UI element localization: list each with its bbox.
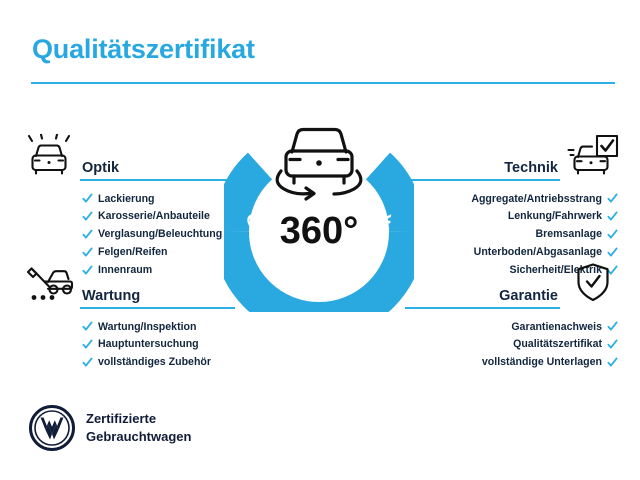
list-item-label: vollständiges Zubehör [98, 356, 212, 369]
vw-logo-icon [28, 404, 76, 452]
check-icon [82, 339, 93, 350]
list-item-label: Qualitätszertifikat [513, 338, 602, 351]
section-title-optik: Optik [82, 160, 120, 176]
checklist-wartung: Wartung/Inspektion Hauptuntersuchung vol… [20, 318, 235, 371]
list-item-label: Aggregate/Antriebsstrang [471, 192, 602, 205]
list-item: Karosserie/Anbauteile [82, 208, 235, 226]
list-item-label: Karosserie/Anbauteile [98, 210, 210, 223]
list-item-label: vollständige Unterlagen [481, 356, 602, 369]
car-rotate-icon [275, 127, 363, 201]
list-item-label: Innenraum [98, 263, 153, 276]
list-item: Bremsanlage [405, 226, 618, 244]
section-divider-optik [80, 179, 235, 181]
list-item-label: Garantienachweis [511, 320, 602, 333]
shield-check-icon [566, 262, 620, 304]
section-header-technik: Technik [405, 134, 620, 178]
list-item: Lenkung/Fahrwerk [405, 208, 618, 226]
badge-center-label: 360° [280, 210, 359, 252]
list-item: Verglasung/Beleuchtung [82, 226, 235, 244]
section-optik: Optik Lackierung Karosserie/Anbauteile [20, 134, 235, 279]
brand-line-1: Zertifizierte [86, 411, 157, 426]
car-shine-icon [22, 134, 76, 176]
section-divider-garantie [405, 307, 560, 309]
check-icon [82, 321, 93, 332]
list-item: Felgen/Reifen [82, 243, 235, 261]
check-icon [82, 229, 93, 240]
list-item: vollständige Unterlagen [405, 354, 618, 372]
brand-text: Zertifizierte Gebrauchtwagen [86, 410, 191, 447]
check-icon [82, 265, 93, 276]
brand-block: Zertifizierte Gebrauchtwagen [28, 404, 258, 456]
list-item-label: Sicherheit/Elektrik [509, 263, 602, 276]
section-header-wartung: Wartung [20, 262, 235, 306]
list-item: Unterboden/Abgasanlage [405, 243, 618, 261]
section-header-optik: Optik [20, 134, 235, 178]
checklist-optik: Lackierung Karosserie/Anbauteile Verglas… [20, 190, 235, 279]
check-icon [607, 265, 618, 276]
section-title-wartung: Wartung [82, 288, 141, 304]
check-icon [607, 193, 618, 204]
title-divider [31, 82, 615, 84]
list-item-label: Bremsanlage [535, 228, 602, 241]
check-icon [607, 247, 618, 258]
list-item: Lackierung [82, 190, 235, 208]
section-technik: Technik Aggregate/Antriebsstrang Lenkung… [405, 134, 620, 279]
check-icon [607, 211, 618, 222]
section-title-garantie: Garantie [499, 288, 558, 304]
list-item: Qualitätszertifikat [405, 336, 618, 354]
check-icon [607, 229, 618, 240]
brand-line-2: Gebrauchtwagen [86, 429, 192, 445]
checklist-garantie: Garantienachweis Qualitätszertifikat vol… [405, 318, 620, 371]
list-item: Wartung/Inspektion [82, 318, 235, 336]
list-item: Innenraum [82, 261, 235, 279]
checklist-technik: Aggregate/Antriebsstrang Lenkung/Fahrwer… [405, 190, 620, 279]
list-item-label: Lackierung [98, 192, 155, 205]
badge-360-gebrauchtwagen-check: Gebrauchtwagen-Check 360° [224, 112, 414, 312]
badge-ring [224, 152, 414, 312]
list-item: Sicherheit/Elektrik [405, 261, 618, 279]
section-divider-wartung [80, 307, 235, 309]
list-item-label: Lenkung/Fahrwerk [507, 210, 602, 223]
section-wartung: Wartung Wartung/Inspektion Hauptuntersuc… [20, 262, 235, 371]
section-title-technik: Technik [504, 160, 558, 176]
check-icon [607, 321, 618, 332]
section-garantie: Garantie Garantienachweis Qualitätszerti… [405, 262, 620, 371]
check-icon [82, 211, 93, 222]
page-title: Qualitätszertifikat [32, 34, 255, 64]
list-item-label: Unterboden/Abgasanlage [473, 245, 602, 258]
list-item-label: Verglasung/Beleuchtung [98, 228, 223, 241]
list-item: vollständiges Zubehör [82, 354, 235, 372]
car-wrench-icon [22, 262, 76, 304]
section-header-garantie: Garantie [405, 262, 620, 306]
list-item: Garantienachweis [405, 318, 618, 336]
check-icon [82, 193, 93, 204]
list-item: Hauptuntersuchung [82, 336, 235, 354]
check-icon [607, 339, 618, 350]
check-icon [607, 357, 618, 368]
list-item: Aggregate/Antriebsstrang [405, 190, 618, 208]
check-icon [82, 247, 93, 258]
list-item-label: Felgen/Reifen [98, 245, 168, 258]
check-icon [82, 357, 93, 368]
list-item-label: Wartung/Inspektion [98, 320, 197, 333]
car-checkbox-icon [566, 134, 620, 176]
section-divider-technik [405, 179, 560, 181]
list-item-label: Hauptuntersuchung [98, 338, 199, 351]
